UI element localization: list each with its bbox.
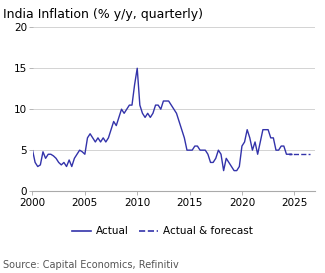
Text: Source: Capital Economics, Refinitiv: Source: Capital Economics, Refinitiv bbox=[3, 260, 179, 270]
Text: India Inflation (% y/y, quarterly): India Inflation (% y/y, quarterly) bbox=[3, 8, 203, 21]
Legend: Actual, Actual & forecast: Actual, Actual & forecast bbox=[68, 222, 257, 241]
